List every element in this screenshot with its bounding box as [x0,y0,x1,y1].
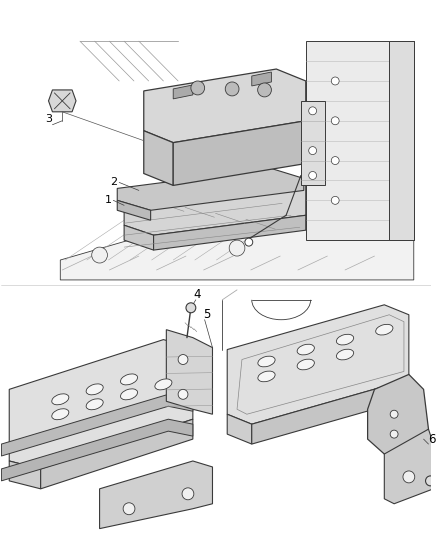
Circle shape [331,157,339,165]
Ellipse shape [297,344,314,355]
Polygon shape [301,101,325,185]
Circle shape [331,77,339,85]
Ellipse shape [52,394,69,405]
Circle shape [229,240,245,256]
Polygon shape [306,41,414,240]
Circle shape [186,303,196,313]
Text: 5: 5 [203,308,210,321]
Polygon shape [49,90,76,112]
Ellipse shape [155,379,172,390]
Polygon shape [227,414,252,444]
Ellipse shape [86,384,103,395]
Circle shape [191,81,205,95]
Circle shape [182,488,194,500]
Text: 6: 6 [428,433,436,446]
Polygon shape [144,69,306,143]
Polygon shape [9,340,193,469]
Polygon shape [60,220,414,280]
Circle shape [426,476,435,486]
Circle shape [178,354,188,365]
Text: 2: 2 [110,177,117,188]
Text: 1: 1 [104,196,111,205]
Polygon shape [384,429,433,504]
Polygon shape [124,175,306,235]
Polygon shape [1,394,193,456]
Circle shape [309,172,317,180]
Polygon shape [41,419,193,489]
Polygon shape [117,168,304,211]
Polygon shape [252,72,272,86]
Ellipse shape [86,399,103,410]
Circle shape [390,410,398,418]
Ellipse shape [336,334,353,345]
Polygon shape [99,461,212,529]
Polygon shape [9,461,41,489]
Circle shape [309,147,317,155]
Circle shape [123,503,135,515]
Ellipse shape [376,325,393,335]
Polygon shape [367,375,428,454]
Circle shape [390,430,398,438]
Text: 4: 4 [194,288,201,301]
Polygon shape [252,379,409,444]
Circle shape [178,389,188,399]
Ellipse shape [258,356,275,367]
Circle shape [245,238,253,246]
Ellipse shape [120,374,138,385]
Circle shape [92,247,107,263]
Ellipse shape [52,409,69,419]
Ellipse shape [120,389,138,400]
Ellipse shape [258,371,275,382]
Polygon shape [124,225,154,250]
Circle shape [403,471,415,483]
Circle shape [331,117,339,125]
Circle shape [225,82,239,96]
Polygon shape [227,305,409,424]
Text: 3: 3 [45,114,52,124]
Circle shape [258,83,272,97]
Circle shape [309,107,317,115]
Ellipse shape [297,359,314,370]
Polygon shape [173,121,306,185]
Circle shape [331,196,339,204]
Polygon shape [389,41,414,240]
Polygon shape [173,85,193,99]
Polygon shape [166,330,212,414]
Polygon shape [117,200,151,220]
Ellipse shape [336,349,353,360]
Polygon shape [1,419,193,481]
Polygon shape [144,131,173,185]
Polygon shape [154,215,306,250]
